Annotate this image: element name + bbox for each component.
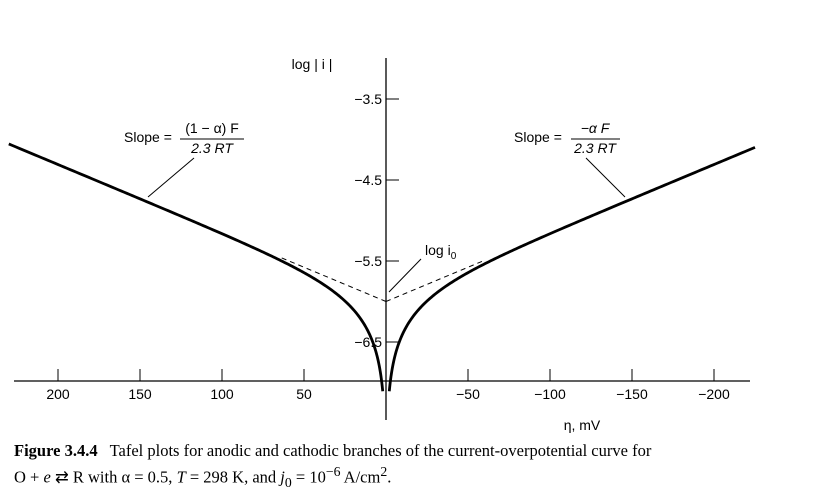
asymptotes (279, 256, 485, 302)
anodic-slope-prefix: Slope = (124, 129, 172, 145)
caption-line-2: O + e ⇄ R with α = 0.5, T = 298 K, and j… (14, 464, 392, 490)
caption-line-1: Figure 3.4.4 Tafel plots for anodic and c… (14, 440, 814, 461)
anodic-asymptote (279, 256, 387, 302)
x-tick-label: −50 (456, 386, 480, 402)
cathodic-slope-annotation: Slope = −α F 2.3 RT (514, 120, 626, 198)
x-tick-label: 200 (46, 386, 70, 402)
log-i0-subscript: 0 (451, 251, 457, 262)
cathodic-slope-numerator: −α F (581, 120, 611, 136)
cathodic-slope-denominator: 2.3 RT (573, 140, 617, 156)
cathodic-slope-prefix: Slope = (514, 129, 562, 145)
anodic-slope-numerator: (1 − α) F (185, 120, 239, 136)
log-i0-leader (388, 258, 422, 293)
log-i0-label: log i0 (425, 242, 457, 262)
x-tick-label: 100 (210, 386, 234, 402)
y-tick-label: −4.5 (354, 172, 382, 188)
anodic-slope-leader (147, 157, 195, 198)
anodic-branch-curve (8, 142, 385, 392)
x-tick-label: 150 (128, 386, 152, 402)
x-tick-label: −100 (534, 386, 566, 402)
x-tick-label: 50 (296, 386, 312, 402)
figure-caption: Figure 3.4.4 Tafel plots for anodic and c… (14, 440, 814, 493)
ticks: 200 150 100 50 −50 −100 −150 −200 −3.5 −4.5 −5.5 −6… (46, 91, 730, 402)
anodic-slope-annotation: Slope = (1 − α) F 2.3 RT (124, 120, 244, 198)
y-tick-label: −5.5 (354, 253, 382, 269)
y-tick-label: −6.5 (354, 334, 382, 350)
figure-label: Figure 3.4.4 (14, 441, 98, 460)
axes (14, 58, 750, 420)
anodic-slope-denominator: 2.3 RT (190, 140, 234, 156)
cathodic-slope-leader (585, 157, 626, 198)
curves (8, 142, 756, 392)
annotations: log | i | η, mV Slope = (1 − α) F 2.3 RT… (124, 56, 626, 433)
cathodic-branch-curve (387, 146, 756, 392)
log-i0-annotation: log i0 (388, 242, 457, 293)
caption-text-1: Tafel plots for anodic and cathodic bran… (109, 441, 652, 460)
x-axis-label: η, mV (564, 417, 601, 433)
y-tick-label: −3.5 (354, 91, 382, 107)
x-tick-label: −150 (616, 386, 648, 402)
x-tick-label: −200 (698, 386, 730, 402)
tafel-plot: 200 150 100 50 −50 −100 −150 −200 −3.5 −4.5 −5.5 −6… (8, 56, 756, 433)
y-axis-label: log | i | (292, 56, 333, 72)
